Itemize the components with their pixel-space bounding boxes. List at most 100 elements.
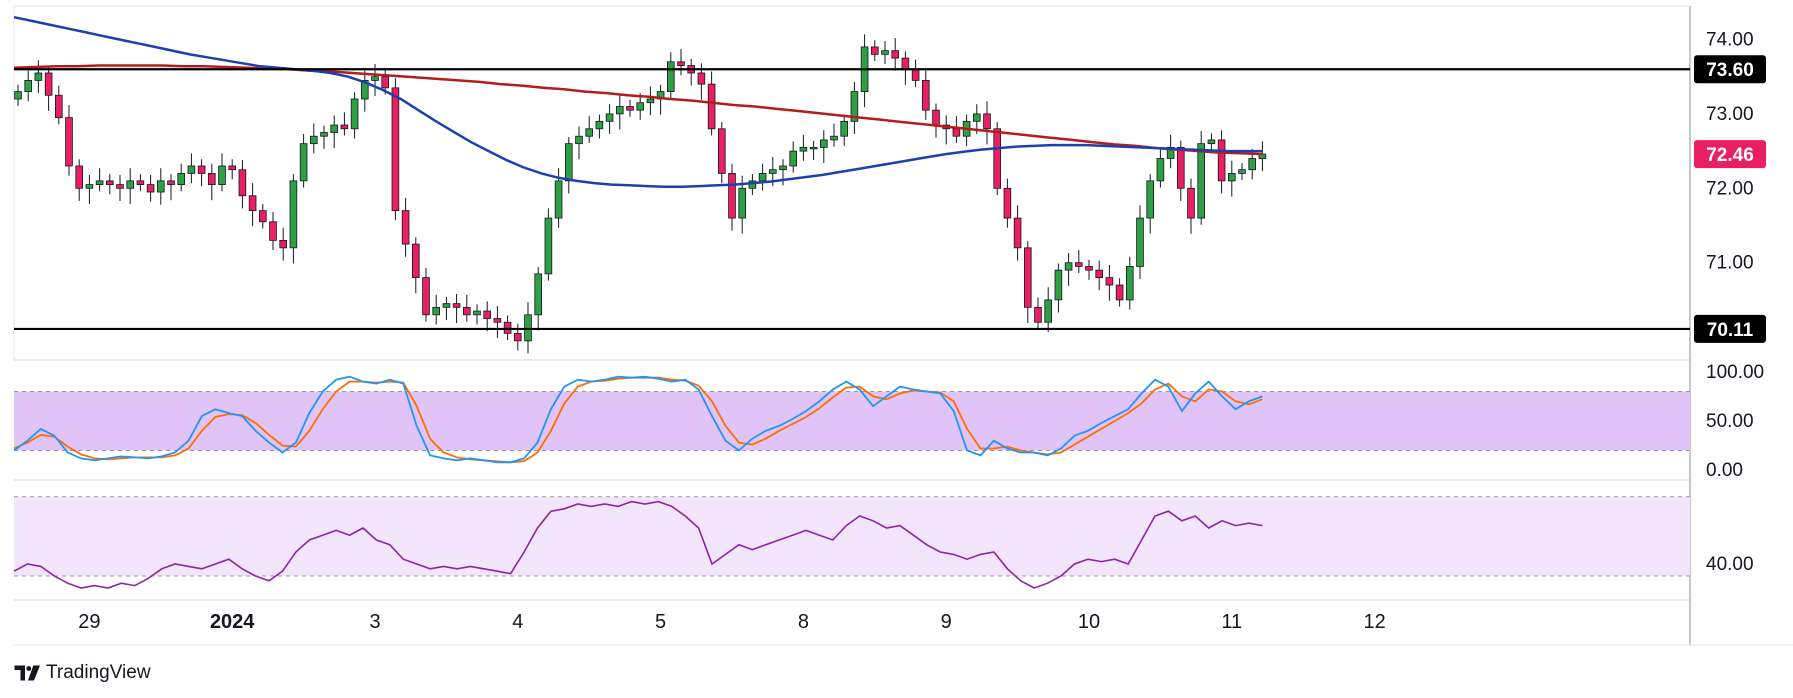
candle: [299, 133, 308, 188]
candle: [1034, 297, 1042, 329]
x-tick-label: 12: [1363, 611, 1385, 633]
x-tick-label: 9: [941, 611, 952, 633]
y-tick-label: 0.00: [1706, 460, 1743, 481]
candle: [269, 212, 277, 251]
candle: [279, 227, 287, 261]
candle: [1197, 131, 1206, 225]
candle: [95, 168, 104, 192]
candle: [820, 130, 828, 164]
rsi-band: [14, 496, 1690, 576]
candle: [156, 168, 165, 205]
rsi-line: [13, 500, 1263, 589]
x-tick-label: 29: [78, 611, 100, 633]
candle: [667, 52, 675, 99]
x-tick-label: 8: [798, 611, 809, 633]
tradingview-logo-icon: [14, 665, 40, 681]
horizontal-levels: [14, 68, 1690, 331]
candle: [146, 174, 155, 202]
candle: [1136, 205, 1144, 280]
svg-text:72.46: 72.46: [1706, 145, 1754, 166]
candle: [809, 140, 818, 161]
candle: [524, 302, 532, 354]
candle: [289, 174, 298, 264]
moving-average-slow: [13, 64, 1263, 156]
tradingview-logo-text: TradingView: [46, 662, 151, 683]
candle: [585, 116, 593, 143]
candle: [126, 168, 135, 204]
candle: [85, 174, 94, 204]
candle: [1126, 256, 1134, 310]
candle: [330, 115, 338, 149]
stochastic-k-line: [13, 375, 1263, 464]
candle: [473, 304, 481, 325]
candle: [452, 293, 461, 323]
price-tag: 73.60: [1694, 55, 1766, 84]
price-axis[interactable]: 74.00 73.00 72.00 71.00 100.00 50.00 0.00 40.00: [1706, 29, 1764, 575]
candle: [565, 136, 573, 194]
candle: [116, 174, 124, 201]
candle: [636, 93, 644, 120]
candle: [1156, 148, 1165, 188]
price-tags: 73.60 70.11 72.46: [1694, 55, 1766, 343]
candle: [24, 70, 32, 102]
candle: [350, 92, 359, 139]
candle: [850, 81, 859, 134]
y-tick-label: 72.00: [1706, 178, 1754, 199]
candle: [136, 174, 145, 192]
candle: [442, 296, 451, 321]
candle: [1064, 253, 1073, 286]
candle: [75, 159, 84, 201]
candle: [503, 315, 512, 341]
candle: [401, 197, 410, 257]
candle: [718, 122, 726, 184]
candle: [1166, 134, 1175, 169]
candle: [1228, 160, 1236, 197]
candle: [320, 125, 328, 149]
y-tick-label: 100.00: [1706, 362, 1764, 383]
x-tick-label: 10: [1078, 611, 1100, 633]
candle: [575, 126, 583, 160]
candle: [432, 294, 440, 325]
candle: [799, 134, 808, 161]
candle: [167, 174, 175, 201]
candle: [728, 163, 736, 231]
candle: [1075, 250, 1083, 274]
y-tick-label: 71.00: [1706, 253, 1754, 274]
candle: [922, 67, 930, 120]
candle: [248, 183, 257, 227]
tradingview-logo[interactable]: TradingView: [14, 660, 151, 686]
x-tick-label: 2024: [210, 611, 255, 633]
candle: [605, 104, 614, 134]
candle: [228, 159, 237, 180]
x-tick-label: 5: [655, 611, 666, 633]
candle: [626, 99, 634, 117]
candle: [1044, 287, 1053, 332]
candle: [197, 159, 206, 187]
candle: [187, 153, 196, 184]
candle: [207, 163, 216, 201]
candle: [238, 160, 247, 209]
candle: [218, 153, 226, 192]
price-tag: 70.11: [1694, 314, 1766, 343]
candle: [65, 104, 73, 176]
candle: [595, 114, 604, 139]
candle: [1024, 241, 1032, 323]
stochastic-band: [14, 391, 1690, 451]
candle: [881, 40, 889, 65]
candle: [830, 123, 838, 147]
candle: [258, 203, 267, 229]
time-axis[interactable]: 29 2024 3 4 5 8 9 10 11 12: [78, 611, 1385, 633]
candle: [891, 37, 899, 71]
candle: [1238, 163, 1246, 181]
candle: [483, 301, 491, 332]
candle: [391, 78, 400, 221]
candle: [544, 208, 553, 281]
candle: [534, 267, 542, 331]
svg-text:70.11: 70.11: [1707, 320, 1754, 341]
moving-average-fast: [13, 15, 1263, 189]
candle: [462, 294, 471, 322]
y-tick-label: 40.00: [1706, 554, 1754, 575]
candle: [758, 163, 767, 191]
x-tick-label: 3: [369, 611, 380, 633]
candle: [1054, 263, 1063, 313]
